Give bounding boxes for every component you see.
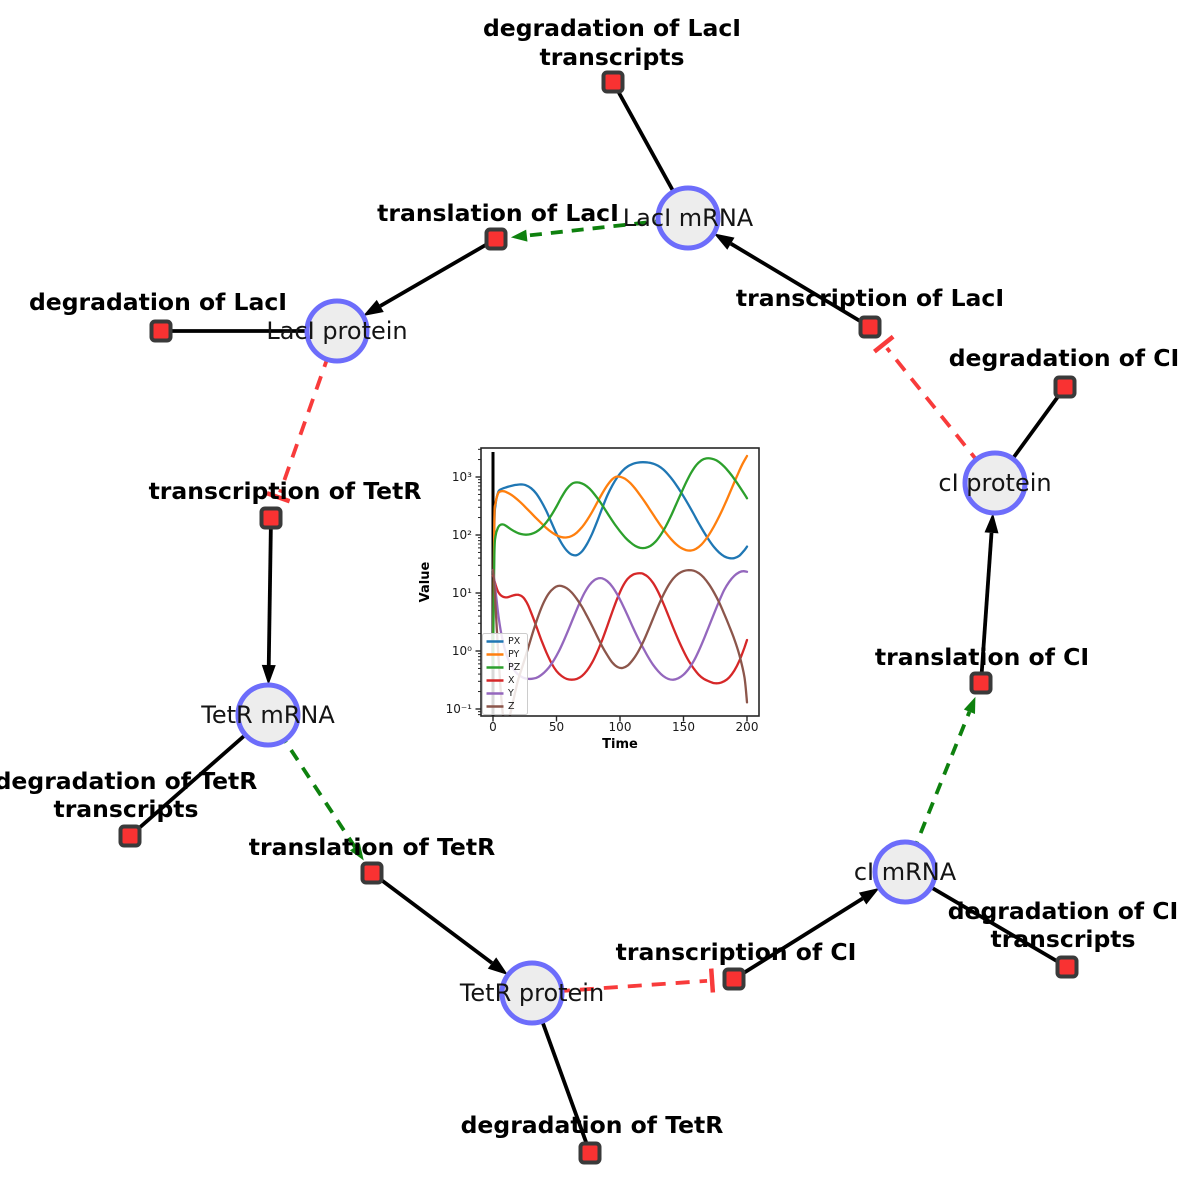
reaction-label-transl_tetr-line1: translation of TetR xyxy=(249,833,495,861)
species-label-ci_protein: cI protein xyxy=(938,469,1051,497)
species-label-tetr_protein: TetR protein xyxy=(459,979,604,1007)
reaction-label-deg_tetr_tx-line2: transcripts xyxy=(53,795,198,823)
reaction-node-deg_ci_tx xyxy=(1055,955,1079,979)
legend-label-PY: PY xyxy=(508,649,520,660)
edge-transl_tetr-tetr_protein-production-line xyxy=(370,871,494,965)
species-node-ci_mrna xyxy=(872,839,938,905)
reaction-node-deg_ci xyxy=(1053,375,1077,399)
reaction-label-txn_ci-line1: transcription of CI xyxy=(616,938,857,966)
species-label-laci_mrna: LacI mRNA xyxy=(623,204,754,232)
reaction-node-txn_ci xyxy=(722,967,746,991)
species-label-laci_protein: LacI protein xyxy=(266,317,407,345)
species-label-tetr_mrna: TetR mRNA xyxy=(200,701,335,729)
reaction-label-deg_laci-line1: degradation of LacI xyxy=(29,288,287,316)
legend: PX PY PZ XYZ xyxy=(482,633,528,715)
species-node-ci_protein xyxy=(962,450,1028,516)
edge-txn_laci-laci_mrna-production-line xyxy=(729,242,871,329)
edge-tetr_mrna-transl_tetr-arrowhead-icon xyxy=(349,843,364,861)
series-layer xyxy=(491,454,749,716)
reaction-label-deg_tetr-line1: degradation of TetR xyxy=(461,1111,724,1139)
edge-transl_ci-ci_protein-arrowhead-icon xyxy=(984,512,999,534)
edge-laci_mrna-transl_laci-arrowhead-icon xyxy=(510,229,528,242)
y-tick-label-1: 10¹ xyxy=(452,586,472,600)
species-label-ci_mrna: cI mRNA xyxy=(854,858,957,886)
legend-label-PZ: PZ xyxy=(508,662,521,673)
reaction-label-deg_laci_tx-line1: degradation of LacI xyxy=(483,14,741,42)
reaction-node-deg_laci_tx xyxy=(601,70,625,94)
x-tick-label-200: 200 xyxy=(736,720,759,734)
species-node-laci_mrna xyxy=(655,185,721,251)
edge-ci_mrna-transl_ci-arrowhead-icon xyxy=(963,696,976,715)
legend-label-Z: Z xyxy=(508,701,515,712)
edge-tetr_protein-txn_ci-tee-bar-icon xyxy=(708,968,716,993)
edge-transl_laci-laci_protein-arrowhead-icon xyxy=(362,299,384,316)
x-tick-label-150: 150 xyxy=(672,720,695,734)
legend-box xyxy=(482,633,528,715)
series-X xyxy=(491,572,749,685)
reaction-node-transl_ci xyxy=(969,671,993,695)
reaction-label-deg_laci_tx-line2: transcripts xyxy=(539,43,684,71)
reaction-label-deg_ci_tx-line2: transcripts xyxy=(990,925,1135,953)
series-PZ xyxy=(491,457,749,670)
reaction-label-deg_ci_tx-line1: degradation of CI xyxy=(948,897,1179,925)
edge-transl_laci-laci_protein-production-line xyxy=(379,237,497,308)
x-axis-label: Time xyxy=(602,737,638,752)
x-tick-label-50: 50 xyxy=(549,720,564,734)
inset-chart: 0 50 100 150 20010⁻¹10⁰10¹10²10³TimeValuePXP… xyxy=(418,447,760,752)
reaction-node-deg_laci xyxy=(149,319,173,343)
reaction-node-deg_tetr_tx xyxy=(118,824,142,848)
species-node-laci_protein xyxy=(304,298,370,364)
edge-transl_ci-ci_protein-production-line xyxy=(979,532,994,684)
series-Z xyxy=(491,568,749,716)
reaction-node-txn_laci xyxy=(858,315,882,339)
y-axis-label: Value xyxy=(418,561,433,602)
series-PX xyxy=(491,461,749,670)
legend-label-X: X xyxy=(508,675,515,686)
y-tick-label--1: 10⁻¹ xyxy=(446,702,473,716)
edge-txn_ci-ci_mrna-arrowhead-icon xyxy=(858,887,880,905)
x-tick-label-100: 100 xyxy=(609,720,632,734)
y-tick-label-0: 10⁰ xyxy=(452,644,472,658)
legend-label-Y: Y xyxy=(507,688,514,699)
legend-label-PX: PX xyxy=(508,636,521,647)
edge-txn_tetr-tetr_mrna-arrowhead-icon xyxy=(261,664,276,686)
reaction-node-deg_tetr xyxy=(578,1141,602,1165)
edge-ci_protein-txn_laci-tee-bar-icon xyxy=(872,334,895,354)
reaction-node-transl_laci xyxy=(484,227,508,251)
reaction-node-transl_tetr xyxy=(360,861,384,885)
reaction-label-txn_tetr-line1: transcription of TetR xyxy=(149,477,422,505)
edge-transl_tetr-tetr_protein-arrowhead-icon xyxy=(487,957,508,975)
reaction-label-deg_ci-line1: degradation of CI xyxy=(949,344,1180,372)
species-node-tetr_protein xyxy=(499,960,565,1026)
label-layer: degradation of LacItranscriptstranslatio… xyxy=(0,14,1179,1139)
y-tick-label-3: 10³ xyxy=(452,470,472,484)
species-node-tetr_mrna xyxy=(235,682,301,748)
series-PY xyxy=(491,454,749,670)
edge-laci_protein-txn_tetr-tee-bar-icon xyxy=(266,491,291,504)
reaction-label-deg_tetr_tx-line1: degradation of TetR xyxy=(0,767,257,795)
edge-txn_tetr-tetr_mrna-production-line xyxy=(266,517,273,666)
x-tick-label-0: 0 xyxy=(489,720,497,734)
edge-txn_laci-laci_mrna-arrowhead-icon xyxy=(713,233,735,250)
reaction-label-transl_laci-line1: translation of LacI xyxy=(377,199,619,227)
reaction-label-transl_ci-line1: translation of CI xyxy=(875,643,1089,671)
edge-txn_ci-ci_mrna-production-line xyxy=(732,896,864,981)
reaction-label-txn_laci-line1: transcription of LacI xyxy=(736,284,1004,312)
node-layer xyxy=(118,70,1079,1165)
y-tick-label-2: 10² xyxy=(452,528,472,542)
reaction-node-txn_tetr xyxy=(259,506,283,530)
